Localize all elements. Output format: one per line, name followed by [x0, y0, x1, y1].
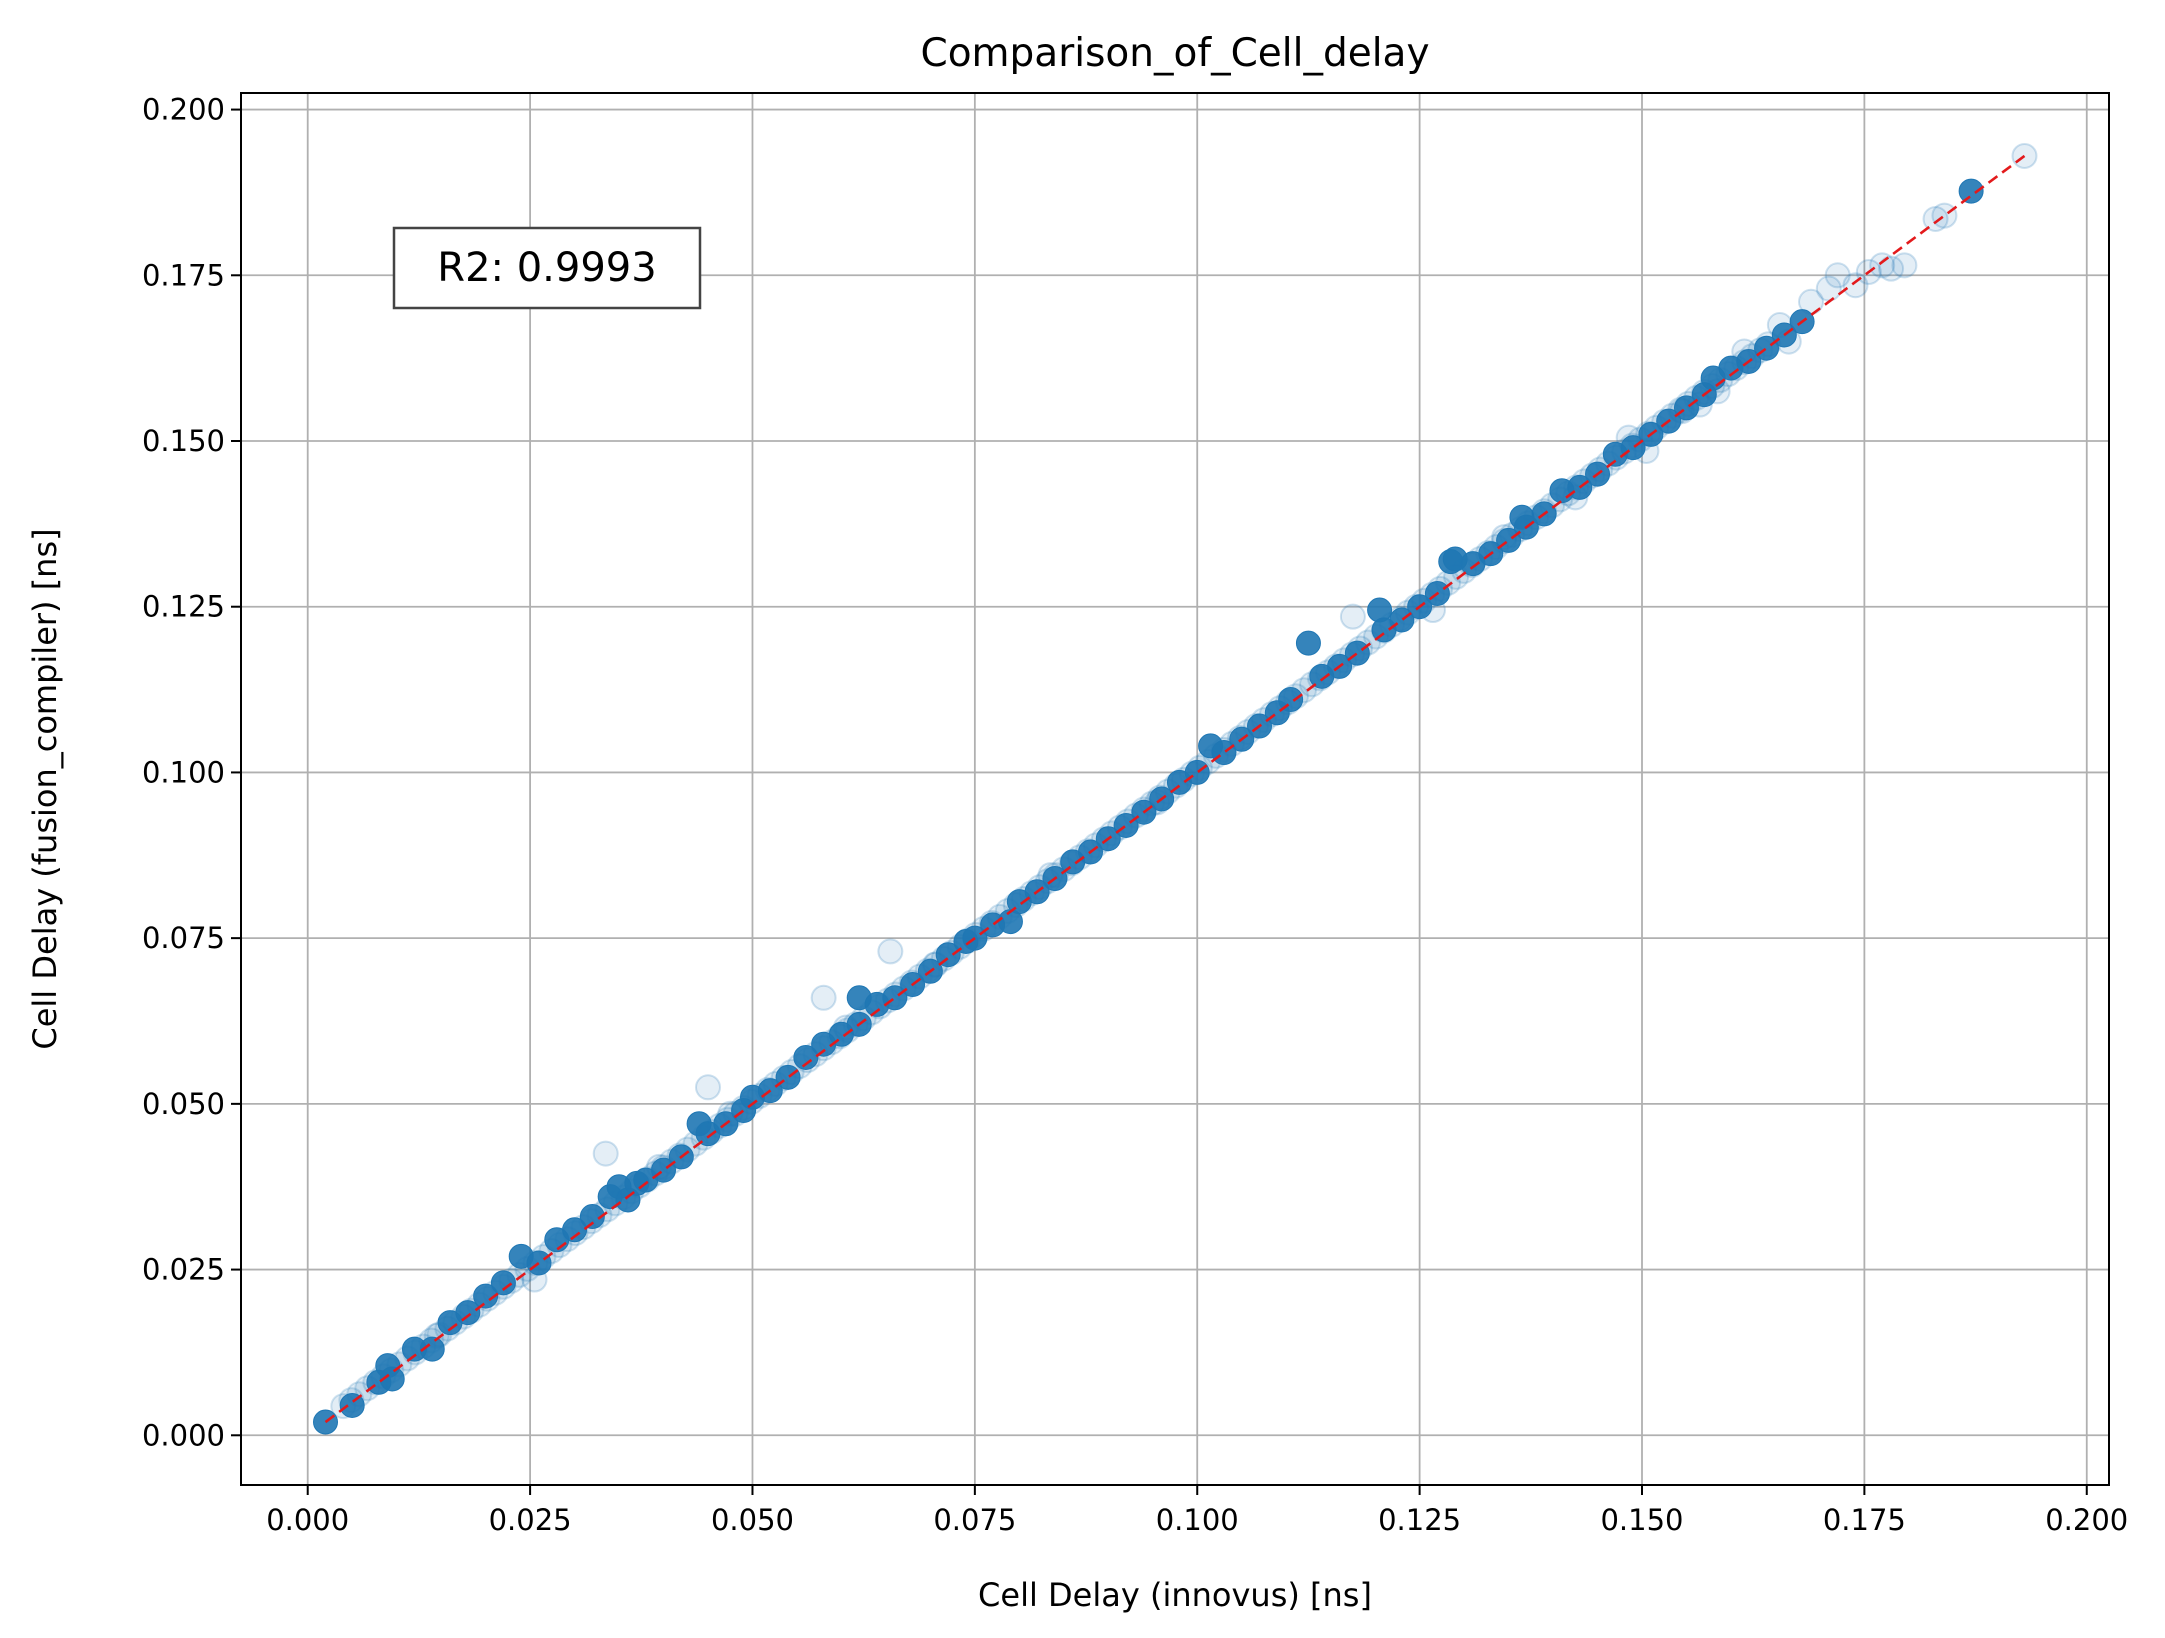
- data-point: [1339, 603, 1366, 630]
- x-tick-label: 0.075: [933, 1503, 1016, 1537]
- y-tick-label: 0.200: [142, 93, 225, 127]
- y-tick-label: 0.050: [142, 1087, 225, 1121]
- data-point: [1891, 252, 1918, 279]
- y-tick-label: 0.150: [142, 424, 225, 458]
- x-tick-label: 0.200: [2045, 1503, 2128, 1537]
- y-tick-label: 0.000: [142, 1418, 225, 1452]
- data-point: [579, 1204, 605, 1230]
- x-tick-label: 0.100: [1156, 1503, 1239, 1537]
- x-axis-label: Cell Delay (innovus) [ns]: [978, 1576, 1372, 1614]
- x-axis-ticks: 0.000 0.025 0.050 0.075 0.100 0.125 0.150 0.175…: [266, 1485, 2128, 1537]
- r2-annotation-text: R2: 0.9993: [437, 245, 656, 291]
- y-axis-label: Cell Delay (fusion_compiler) [ns]: [26, 528, 64, 1049]
- y-tick-label: 0.100: [142, 755, 225, 789]
- r2-annotation: R2: 0.9993: [392, 226, 702, 310]
- x-tick-label: 0.025: [489, 1503, 572, 1537]
- data-point: [1824, 262, 1851, 289]
- y-tick-label: 0.125: [142, 590, 225, 624]
- data-point: [592, 1140, 619, 1167]
- data-point: [339, 1392, 365, 1418]
- data-point: [775, 1064, 801, 1090]
- x-tick-label: 0.150: [1600, 1503, 1683, 1537]
- data-point: [379, 1366, 405, 1392]
- data-point: [1842, 272, 1869, 299]
- data-point: [1278, 687, 1304, 713]
- data-point: [793, 1044, 819, 1070]
- data-point: [473, 1283, 499, 1309]
- data-point: [1958, 178, 1984, 204]
- data-point: [1344, 640, 1370, 666]
- data-point: [810, 984, 837, 1011]
- x-tick-label: 0.125: [1378, 1503, 1461, 1537]
- data-point: [455, 1300, 481, 1326]
- plot-frame: [240, 92, 2110, 1486]
- data-point: [490, 1270, 516, 1296]
- data-point: [695, 1074, 721, 1101]
- data-point: [935, 942, 961, 968]
- data-point: [419, 1336, 445, 1362]
- y-tick-label: 0.075: [142, 921, 225, 955]
- y-axis-ticks: 0.000 0.025 0.050 0.075 0.100 0.125 0.150 0.175…: [142, 93, 241, 1452]
- data-point: [1295, 630, 1321, 656]
- data-point: [1869, 252, 1896, 279]
- y-tick-label: 0.175: [142, 258, 225, 292]
- data-points: [313, 142, 2038, 1435]
- reference-line: [324, 154, 2026, 1424]
- data-point: [1878, 255, 1905, 282]
- data-point: [562, 1217, 588, 1243]
- data-point: [877, 938, 904, 965]
- x-tick-label: 0.175: [1823, 1503, 1906, 1537]
- data-point: [1922, 205, 1949, 232]
- y-tick-label: 0.025: [142, 1253, 225, 1287]
- chart-title: Comparison_of_Cell_delay: [920, 31, 1429, 76]
- x-tick-label: 0.000: [266, 1503, 349, 1537]
- r2-annotation-box: [392, 226, 702, 310]
- x-tick-label: 0.050: [711, 1503, 794, 1537]
